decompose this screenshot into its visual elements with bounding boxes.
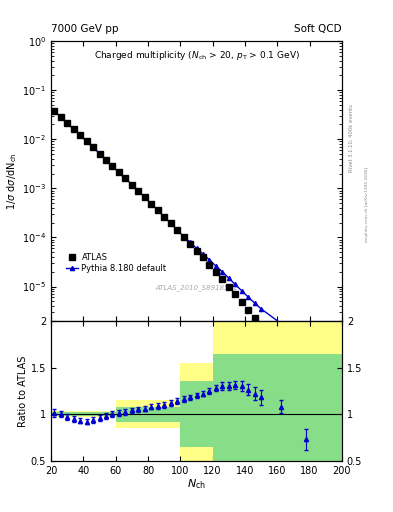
Pythia 8.180 default bbox=[65, 120, 70, 126]
ATLAS bbox=[136, 188, 141, 194]
Text: Soft QCD: Soft QCD bbox=[294, 24, 342, 34]
Pythia 8.180 default bbox=[110, 163, 115, 169]
ATLAS bbox=[52, 108, 57, 114]
ATLAS bbox=[323, 396, 328, 402]
ATLAS bbox=[110, 163, 115, 169]
ATLAS bbox=[97, 151, 102, 157]
ATLAS bbox=[207, 262, 212, 268]
Pythia 8.180 default bbox=[117, 169, 121, 176]
Pythia 8.180 default bbox=[84, 138, 89, 144]
Pythia 8.180 default bbox=[155, 207, 160, 213]
Pythia 8.180 default bbox=[162, 214, 167, 220]
ATLAS bbox=[142, 195, 147, 201]
ATLAS bbox=[200, 254, 205, 261]
Pythia 8.180 default bbox=[226, 275, 231, 281]
ATLAS bbox=[168, 220, 173, 226]
Pythia 8.180 default bbox=[233, 282, 238, 288]
ATLAS bbox=[72, 126, 76, 132]
Pythia 8.180 default bbox=[149, 201, 154, 207]
ATLAS bbox=[91, 144, 95, 151]
Line: Pythia 8.180 default: Pythia 8.180 default bbox=[52, 109, 309, 343]
Text: 7000 GeV pp: 7000 GeV pp bbox=[51, 24, 119, 34]
Pythia 8.180 default bbox=[78, 132, 83, 138]
ATLAS bbox=[233, 291, 238, 297]
Pythia 8.180 default bbox=[259, 306, 263, 312]
ATLAS bbox=[181, 233, 186, 240]
Pythia 8.180 default bbox=[142, 195, 147, 201]
ATLAS bbox=[246, 307, 251, 313]
ATLAS bbox=[117, 169, 121, 176]
ATLAS bbox=[175, 227, 180, 233]
ATLAS bbox=[162, 214, 167, 220]
ATLAS bbox=[123, 175, 128, 181]
Pythia 8.180 default bbox=[123, 175, 128, 181]
Pythia 8.180 default bbox=[188, 239, 193, 245]
ATLAS bbox=[259, 323, 263, 329]
X-axis label: $N_\mathrm{ch}$: $N_\mathrm{ch}$ bbox=[187, 477, 206, 491]
Text: Rivet 3.1.10, 400k events: Rivet 3.1.10, 400k events bbox=[349, 104, 354, 172]
Pythia 8.180 default bbox=[220, 269, 225, 275]
Pythia 8.180 default bbox=[168, 220, 173, 226]
Pythia 8.180 default bbox=[104, 157, 108, 163]
Pythia 8.180 default bbox=[91, 144, 95, 151]
ATLAS bbox=[194, 247, 199, 253]
Pythia 8.180 default bbox=[130, 182, 134, 188]
Pythia 8.180 default bbox=[175, 227, 180, 233]
Pythia 8.180 default bbox=[97, 151, 102, 157]
Pythia 8.180 default bbox=[213, 263, 218, 269]
Pythia 8.180 default bbox=[136, 188, 141, 194]
Pythia 8.180 default bbox=[59, 114, 63, 120]
ATLAS bbox=[278, 340, 283, 347]
Text: ATLAS_2010_S8918562: ATLAS_2010_S8918562 bbox=[155, 284, 238, 291]
Pythia 8.180 default bbox=[181, 233, 186, 240]
Y-axis label: Ratio to ATLAS: Ratio to ATLAS bbox=[18, 355, 28, 426]
Pythia 8.180 default bbox=[200, 251, 205, 257]
Pythia 8.180 default bbox=[304, 337, 309, 344]
ATLAS bbox=[220, 276, 225, 282]
ATLAS bbox=[304, 378, 309, 384]
Pythia 8.180 default bbox=[72, 126, 76, 132]
ATLAS bbox=[155, 207, 160, 213]
Pythia 8.180 default bbox=[278, 320, 283, 326]
Pythia 8.180 default bbox=[194, 245, 199, 251]
Pythia 8.180 default bbox=[207, 257, 212, 263]
ATLAS bbox=[104, 157, 108, 163]
ATLAS bbox=[226, 284, 231, 290]
Y-axis label: 1/$\sigma$ d$\sigma$/dN$_\mathrm{ch}$: 1/$\sigma$ d$\sigma$/dN$_\mathrm{ch}$ bbox=[6, 152, 19, 209]
ATLAS bbox=[252, 315, 257, 321]
ATLAS bbox=[130, 182, 134, 188]
Pythia 8.180 default bbox=[52, 108, 57, 114]
Line: ATLAS: ATLAS bbox=[51, 108, 329, 402]
ATLAS bbox=[149, 201, 154, 207]
ATLAS bbox=[65, 120, 70, 126]
ATLAS bbox=[59, 114, 63, 120]
ATLAS bbox=[213, 269, 218, 275]
ATLAS bbox=[188, 241, 193, 247]
ATLAS bbox=[84, 138, 89, 144]
Pythia 8.180 default bbox=[246, 294, 251, 300]
Text: Charged multiplicity ($N_\mathrm{ch}$ > 20, $p_\mathrm{T}$ > 0.1 GeV): Charged multiplicity ($N_\mathrm{ch}$ > … bbox=[94, 49, 299, 62]
Text: mcplots.cern.ch [arXiv:1306.3436]: mcplots.cern.ch [arXiv:1306.3436] bbox=[365, 167, 369, 242]
Pythia 8.180 default bbox=[239, 288, 244, 294]
ATLAS bbox=[78, 132, 83, 138]
ATLAS bbox=[239, 298, 244, 305]
Pythia 8.180 default bbox=[252, 300, 257, 306]
Legend: ATLAS, Pythia 8.180 default: ATLAS, Pythia 8.180 default bbox=[64, 251, 168, 275]
